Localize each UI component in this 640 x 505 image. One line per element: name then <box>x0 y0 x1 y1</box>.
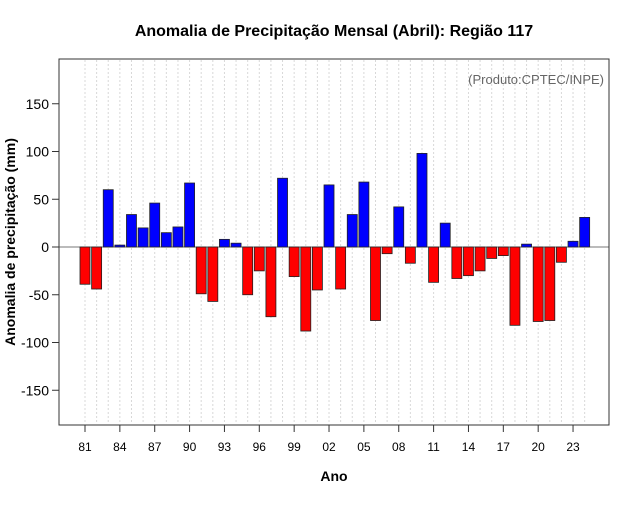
y-tick-label: 150 <box>26 96 50 112</box>
bar-1996 <box>253 246 265 272</box>
bar-2003 <box>335 246 347 290</box>
x-tick-label: 23 <box>566 440 580 454</box>
bar-2004 <box>346 214 358 248</box>
y-tick-label: 100 <box>26 144 50 160</box>
bar-1994 <box>230 242 242 248</box>
bar-1990 <box>184 182 195 248</box>
bar-1985 <box>126 214 137 248</box>
bar-1981 <box>79 246 91 285</box>
x-axis-label: Ano <box>320 468 347 484</box>
bar-1988 <box>160 232 172 248</box>
bar-1992 <box>207 246 219 302</box>
bar-2022 <box>556 246 567 263</box>
bar-1982 <box>91 246 103 290</box>
y-tick-label: 0 <box>41 239 49 255</box>
bar-1987 <box>149 202 161 248</box>
bar-1989 <box>172 226 184 248</box>
x-tick-label: 87 <box>148 440 162 454</box>
bar-1984 <box>114 244 126 248</box>
x-tick-label: 84 <box>113 440 127 454</box>
y-tick-label: -100 <box>21 335 49 351</box>
bar-1999 <box>288 246 300 278</box>
bar-2020 <box>532 246 544 322</box>
bar-2019 <box>521 243 532 248</box>
source-annotation: (Produto:CPTEC/INPE) <box>468 72 604 87</box>
y-axis-label: Anomalia de precipitação (mm) <box>2 138 18 346</box>
x-tick-label: 90 <box>183 440 197 454</box>
bar-2010 <box>416 153 428 248</box>
bar-2011 <box>428 246 440 283</box>
bar-1998 <box>277 177 288 248</box>
x-tick-label: 08 <box>392 440 406 454</box>
x-tick-label: 81 <box>78 440 92 454</box>
bar-1993 <box>219 238 230 248</box>
x-tick-label: 05 <box>357 440 371 454</box>
bar-2015 <box>474 246 486 272</box>
bar-2008 <box>393 206 405 248</box>
bar-2001 <box>311 246 323 291</box>
bar-2017 <box>497 246 509 256</box>
bar-1991 <box>195 246 207 295</box>
x-tick-label: 20 <box>532 440 546 454</box>
chart-title: Anomalia de Precipitação Mensal (Abril):… <box>135 23 533 40</box>
bar-2024 <box>579 216 591 248</box>
bar-1997 <box>265 246 277 318</box>
bar-2014 <box>463 246 474 277</box>
bar-2023 <box>567 240 579 248</box>
y-tick-label: -150 <box>21 382 49 398</box>
y-tick-label: -50 <box>29 287 49 303</box>
y-tick-label: 50 <box>33 191 49 207</box>
bar-1995 <box>242 246 254 296</box>
bar-2005 <box>358 181 370 248</box>
bar-2016 <box>486 246 498 259</box>
x-tick-label: 96 <box>253 440 267 454</box>
bar-1986 <box>137 227 149 248</box>
bar-2007 <box>381 246 393 255</box>
x-tick-label: 11 <box>427 440 440 454</box>
x-tick-label: 17 <box>497 440 511 454</box>
bar-2009 <box>404 246 416 264</box>
plot-frame <box>58 58 610 426</box>
x-tick-label: 99 <box>287 440 301 454</box>
x-tick-label: 93 <box>218 440 232 454</box>
bar-2000 <box>300 246 312 332</box>
bar-2012 <box>439 222 451 248</box>
x-tick-label: 02 <box>322 440 336 454</box>
bar-2018 <box>509 246 521 326</box>
bar-2006 <box>370 246 381 321</box>
x-tick-label: 14 <box>462 440 476 454</box>
bar-2013 <box>451 246 463 279</box>
bar-2021 <box>544 246 556 321</box>
bar-2002 <box>323 184 335 248</box>
bar-1983 <box>102 189 114 248</box>
